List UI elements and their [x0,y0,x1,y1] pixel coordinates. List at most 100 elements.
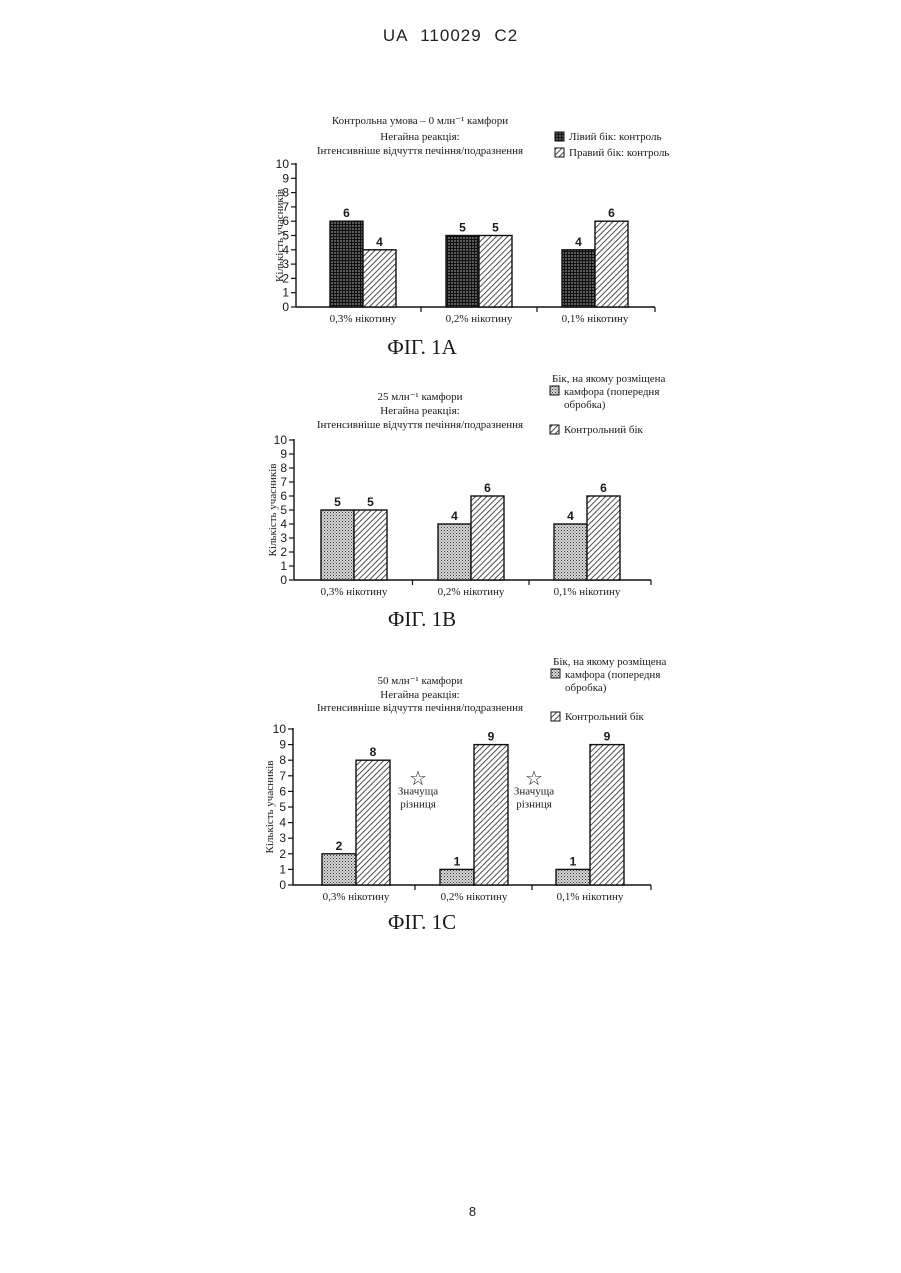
y-tick-label: 2 [280,545,287,559]
x-category-label: 0,3% нікотину [321,586,388,598]
bar [587,496,620,580]
bar [446,236,479,308]
y-tick-label: 8 [279,753,286,767]
bar [356,760,390,885]
chart-title-line: Інтенсивніше відчуття печіння/подразненн… [317,419,523,431]
bar-value-label: 6 [484,481,491,495]
x-category-label: 0,3% нікотину [330,313,397,325]
chart-title-line: Інтенсивніше відчуття печіння/подразненн… [317,145,523,157]
bar [322,854,356,885]
bar-value-label: 6 [343,206,350,220]
bar [354,510,387,580]
legend-label-1: обробка) [564,399,606,411]
bar [595,221,628,307]
y-tick-label: 10 [274,433,288,447]
bar-value-label: 4 [575,235,582,249]
significance-label: Значуща [514,786,554,798]
bar [471,496,504,580]
legend-swatch-1 [551,669,560,678]
bar [363,250,396,307]
chart-title-line: Інтенсивніше відчуття печіння/подразненн… [317,702,523,714]
figure-1a: Контрольна умова – 0 млн⁻¹ камфори Негайн… [0,110,901,365]
bar [438,524,471,580]
legend-swatch-1 [555,132,564,141]
bar-value-label: 1 [454,854,461,868]
y-tick-label: 9 [279,738,286,752]
x-category-label: 0,3% нікотину [323,891,390,903]
y-tick-label: 2 [279,847,286,861]
bar [479,236,512,308]
chart-title-line: Контрольна умова – 0 млн⁻¹ камфори [332,115,508,127]
y-tick-label: 0 [280,573,287,587]
bar [556,869,590,885]
chart-title-line: 25 млн⁻¹ камфори [378,391,463,403]
legend-label-1: Лівий бік: контроль [569,131,662,143]
bar [440,869,474,885]
y-tick-label: 3 [279,831,286,845]
bar-value-label: 5 [367,495,374,509]
y-tick-label: 0 [282,300,289,314]
bar-value-label: 9 [604,730,611,744]
bar [554,524,587,580]
bar [321,510,354,580]
legend-swatch-1 [550,386,559,395]
y-tick-label: 9 [282,171,289,185]
bar [330,221,363,307]
figure-label: ФІГ. 1B [388,607,456,631]
y-tick-label: 8 [280,461,287,475]
chart-title-line: Негайна реакція: [380,689,459,701]
bar-value-label: 6 [600,481,607,495]
y-tick-label: 0 [279,878,286,892]
y-tick-label: 6 [279,784,286,798]
significance-label: Значуща [398,786,438,798]
legend-label-2: Правий бік: контроль [569,147,669,159]
legend-label-2: Контрольний бік [564,424,644,436]
patent-header: UA 110029 C2 [0,26,901,46]
y-axis-label: Кількість учасників [274,189,286,282]
legend-label-2: Контрольний бік [565,711,645,723]
legend-label-1: Бік, на якому розміщена [553,656,667,668]
y-tick-label: 10 [273,722,287,736]
legend-label-1: обробка) [565,682,607,694]
bar-value-label: 5 [334,495,341,509]
page-number: 8 [0,1204,901,1219]
y-axis-label: Кількість учасників [267,464,279,557]
significance-label: різниця [400,799,436,811]
legend-swatch-2 [551,712,560,721]
bar [590,745,624,885]
bar-value-label: 5 [492,221,499,235]
bar [562,250,595,307]
x-category-label: 0,2% нікотину [438,586,505,598]
bar-value-label: 9 [488,730,495,744]
x-category-label: 0,2% нікотину [446,313,513,325]
legend-label-1: Бік, на якому розміщена [552,373,666,385]
bar-value-label: 4 [451,509,458,523]
chart-title-line: Негайна реакція: [380,131,459,143]
legend-swatch-2 [550,425,559,434]
bar-value-label: 6 [608,206,615,220]
y-tick-label: 4 [280,517,287,531]
y-tick-label: 10 [276,157,290,171]
y-tick-label: 5 [279,800,286,814]
y-tick-label: 3 [280,531,287,545]
y-tick-label: 1 [280,559,287,573]
legend-label-1: камфора (попередня [564,386,659,398]
bar-value-label: 2 [336,839,343,853]
x-category-label: 0,1% нікотину [554,586,621,598]
bar-value-label: 1 [570,854,577,868]
y-tick-label: 5 [280,503,287,517]
y-tick-label: 4 [279,816,286,830]
y-axis-label: Кількість учасників [264,761,276,854]
bar-value-label: 5 [459,221,466,235]
bar-value-label: 8 [370,745,377,759]
legend-label-1: камфора (попередня [565,669,660,681]
y-tick-label: 9 [280,447,287,461]
y-tick-label: 1 [282,286,289,300]
bar [474,745,508,885]
chart-title-line: 50 млн⁻¹ камфори [378,675,463,687]
figure-1c: 50 млн⁻¹ камфори Негайна реакція:Інтенсив… [0,663,901,933]
chart-title-line: Негайна реакція: [380,405,459,417]
legend-swatch-2 [555,148,564,157]
significance-label: різниця [516,799,552,811]
y-tick-label: 1 [279,862,286,876]
